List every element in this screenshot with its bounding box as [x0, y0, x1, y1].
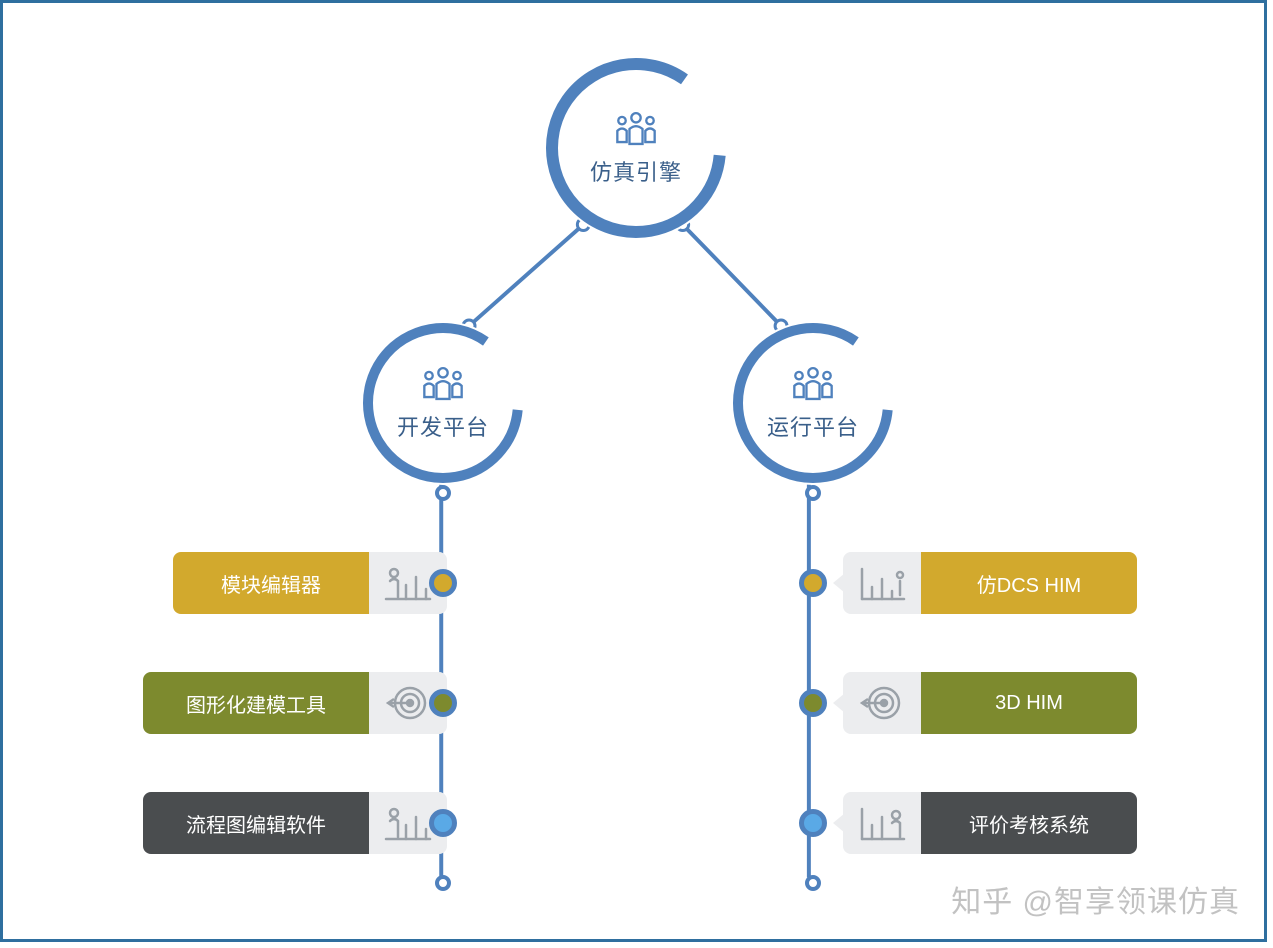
people-icon [785, 364, 841, 404]
bead [799, 569, 827, 597]
target-icon [843, 672, 921, 734]
bead [429, 689, 457, 717]
item-label: 模块编辑器 [173, 552, 369, 614]
dev-label: 开发平台 [397, 410, 489, 442]
run-node: 运行平台 [731, 321, 895, 485]
item-evaluation-system: 评价考核系统 [843, 792, 1137, 854]
endcap [435, 875, 451, 891]
bars-icon [843, 552, 921, 614]
bead [799, 809, 827, 837]
bead [799, 689, 827, 717]
endcap [435, 485, 451, 501]
watermark: 知乎 @智享领课仿真 [951, 877, 1240, 921]
dev-node: 开发平台 [361, 321, 525, 485]
endcap [805, 485, 821, 501]
item-graphical-modeling: 图形化建模工具 [143, 672, 447, 734]
bead [429, 569, 457, 597]
item-flowchart-editor: 流程图编辑软件 [143, 792, 447, 854]
item-label: 流程图编辑软件 [143, 792, 369, 854]
item-dcs-him: 仿DCS HIM [843, 552, 1137, 614]
run-label: 运行平台 [767, 410, 859, 442]
endcap [805, 875, 821, 891]
item-module-editor: 模块编辑器 [173, 552, 447, 614]
root-label: 仿真引擎 [590, 155, 682, 187]
bars-person-icon [843, 792, 921, 854]
root-node: 仿真引擎 [544, 56, 728, 240]
item-label: 图形化建模工具 [143, 672, 369, 734]
item-label: 评价考核系统 [921, 792, 1137, 854]
item-label: 仿DCS HIM [921, 552, 1137, 614]
bead [429, 809, 457, 837]
diagram-canvas: 仿真引擎 开发平台 运行平台 模块编辑器 [0, 0, 1267, 942]
item-label: 3D HIM [921, 672, 1137, 734]
people-icon [415, 364, 471, 404]
people-icon [608, 109, 664, 149]
item-3d-him: 3D HIM [843, 672, 1137, 734]
